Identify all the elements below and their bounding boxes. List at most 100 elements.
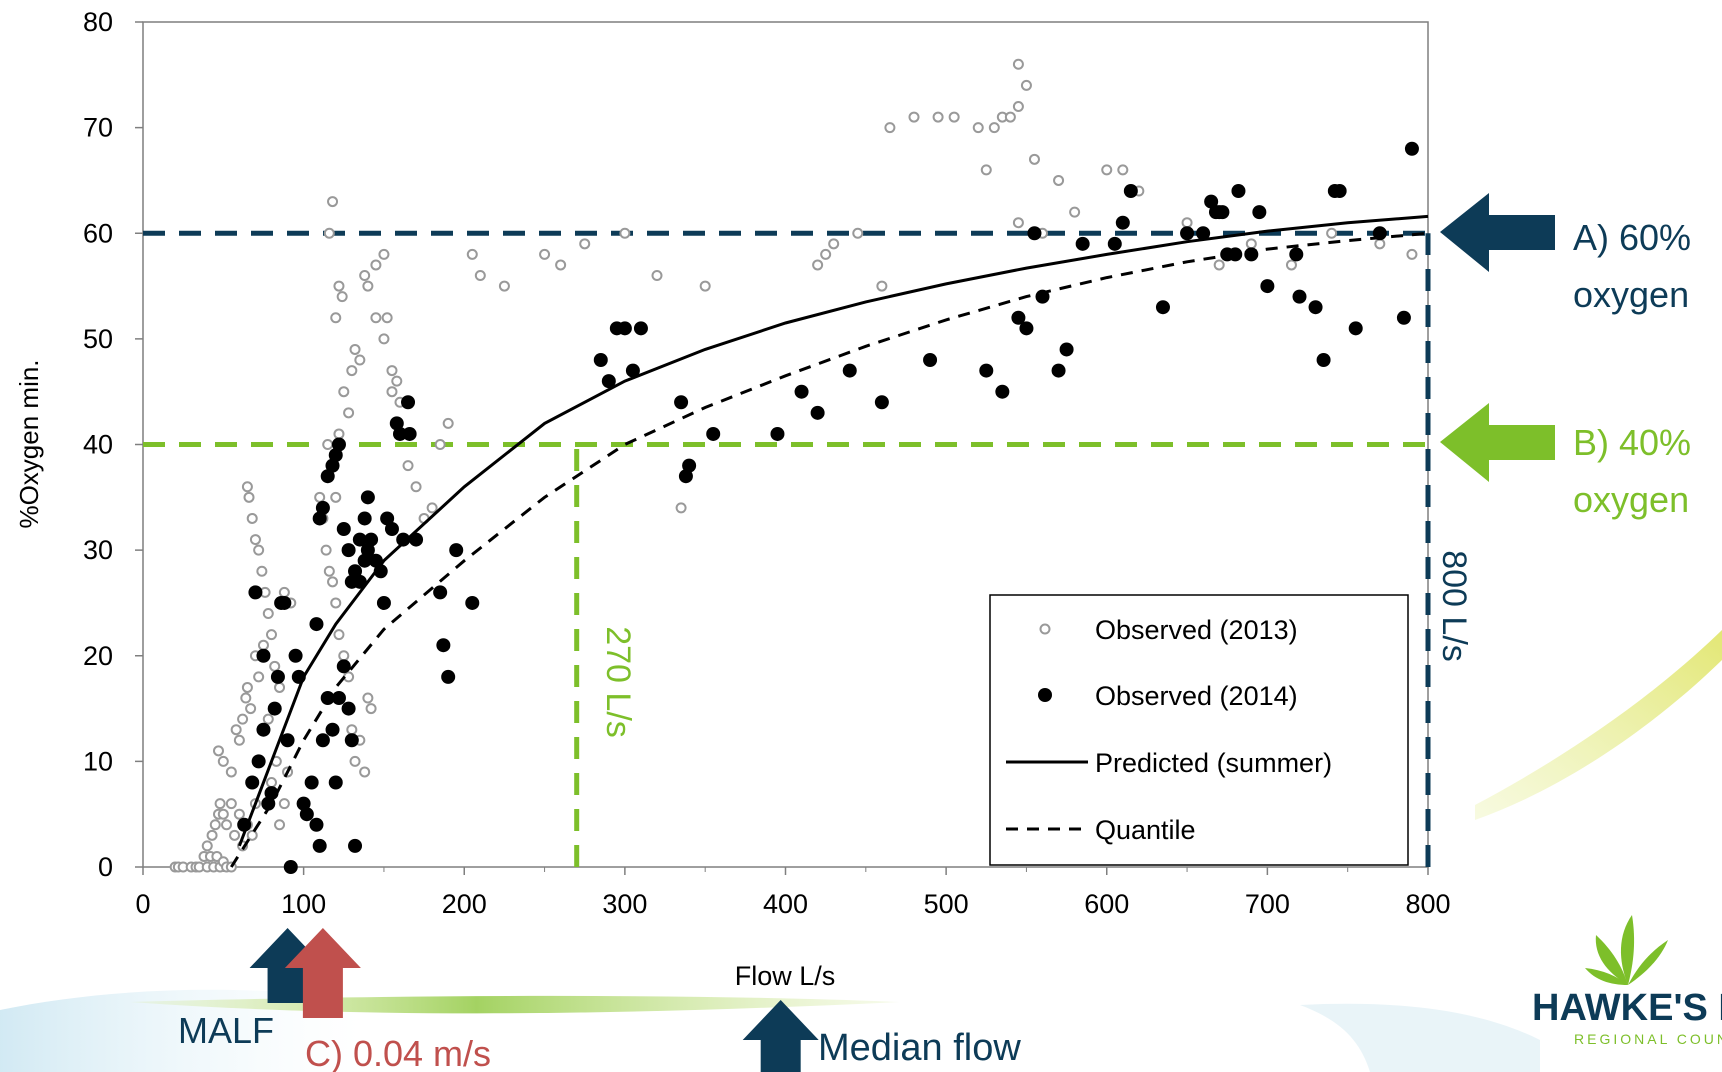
background-decoration — [0, 630, 1722, 1072]
point-2014 — [1289, 247, 1304, 262]
point-2013 — [217, 755, 229, 767]
point-2013 — [948, 111, 960, 123]
quantile-line — [230, 231, 1429, 868]
x-axis-label: Flow L/s — [735, 961, 836, 991]
point-2013 — [278, 586, 290, 598]
point-2013 — [1028, 153, 1040, 165]
point-2013 — [988, 122, 1000, 134]
y-tick-label: 40 — [83, 430, 113, 460]
y-tick-label: 10 — [83, 746, 113, 776]
point-2013 — [349, 343, 361, 355]
point-2014 — [1180, 226, 1195, 241]
point-2013 — [322, 439, 334, 450]
point-2013 — [359, 270, 371, 281]
point-2014 — [277, 595, 292, 610]
point-2013 — [327, 576, 339, 588]
point-2014 — [674, 395, 689, 410]
point-2013 — [209, 819, 221, 831]
annotation-a-line2: oxygen — [1573, 274, 1689, 315]
point-2013 — [1020, 79, 1032, 91]
predicted-line — [237, 214, 1429, 847]
legend-box — [989, 594, 1409, 866]
arrow-up-icon — [742, 1000, 819, 1072]
point-2014 — [283, 860, 298, 874]
point-2013 — [1285, 259, 1297, 271]
x-tick-label: 500 — [924, 889, 969, 919]
label-800: 800 L/s — [1435, 550, 1473, 662]
x-tick-label: 800 — [1405, 889, 1450, 919]
point-2014 — [389, 416, 404, 431]
point-2013 — [330, 312, 342, 324]
point-2014 — [770, 426, 785, 441]
point-2013 — [402, 460, 414, 472]
point-2013 — [812, 259, 824, 271]
point-2014 — [328, 448, 343, 463]
point-2014 — [1332, 184, 1347, 198]
point-2013 — [346, 724, 358, 736]
point-2013 — [323, 565, 335, 577]
point-2013 — [474, 270, 486, 281]
point-2014 — [328, 775, 343, 790]
point-2014 — [396, 532, 411, 547]
y-tick-label: 50 — [83, 324, 113, 354]
logo-subtitle: REGIONAL COUNCIL — [1574, 1031, 1722, 1047]
y-tick-label: 20 — [83, 641, 113, 671]
x-tick-label: 100 — [281, 889, 326, 919]
point-2014 — [794, 384, 809, 399]
x-tick-label: 300 — [602, 889, 647, 919]
point-2014 — [1215, 205, 1230, 220]
point-2014 — [625, 363, 640, 378]
point-2014 — [633, 321, 648, 336]
point-2013 — [229, 829, 241, 841]
point-2014 — [1155, 300, 1170, 315]
point-2013 — [343, 407, 355, 419]
point-2013 — [269, 660, 281, 672]
point-2014 — [360, 543, 375, 558]
point-2013 — [212, 745, 224, 757]
logo-name: HAWKE'S BAY — [1532, 987, 1722, 1029]
point-2013 — [1213, 259, 1225, 271]
point-2013 — [1406, 248, 1418, 260]
point-2014 — [288, 648, 303, 663]
point-2013 — [884, 122, 896, 134]
point-2013 — [278, 798, 290, 810]
point-2014 — [1260, 279, 1275, 294]
point-2014 — [1348, 321, 1363, 336]
axes: 0 100 200 300 400 500 600 700 800 0 10 20 30 40 50 60 70… — [83, 7, 1451, 919]
point-2013 — [1374, 238, 1386, 250]
point-2014 — [441, 669, 456, 684]
point-2013 — [362, 280, 374, 292]
point-2014 — [320, 469, 335, 484]
point-2013 — [241, 681, 253, 693]
point-2013 — [217, 808, 229, 820]
point-2014 — [1075, 236, 1090, 251]
point-2014 — [352, 532, 367, 547]
point-2013 — [266, 777, 277, 788]
point-2014 — [465, 595, 480, 610]
point-2014 — [280, 733, 295, 748]
point-2014 — [312, 511, 327, 526]
point-2013 — [274, 819, 286, 831]
point-2013 — [221, 819, 233, 831]
point-2014 — [309, 817, 324, 832]
point-2014 — [309, 617, 324, 632]
point-2014 — [315, 500, 330, 515]
point-2014 — [341, 543, 356, 558]
point-2014 — [256, 722, 271, 737]
point-2014 — [1308, 300, 1323, 315]
point-2014 — [348, 564, 363, 579]
point-2014 — [402, 426, 417, 441]
annotation-a-line1: A) 60% — [1573, 217, 1691, 258]
label-c: C) 0.04 m/s — [305, 1033, 491, 1072]
point-2013 — [314, 491, 326, 503]
legend-label-predicted: Predicted (summer) — [1095, 748, 1332, 778]
point-2014 — [331, 691, 346, 705]
point-2014 — [245, 775, 260, 790]
x-tick-label: 400 — [763, 889, 808, 919]
point-2014 — [380, 511, 395, 526]
label-270: 270 L/s — [599, 626, 637, 738]
point-2013 — [378, 248, 390, 260]
point-2014 — [601, 374, 616, 389]
point-2013 — [327, 196, 339, 208]
